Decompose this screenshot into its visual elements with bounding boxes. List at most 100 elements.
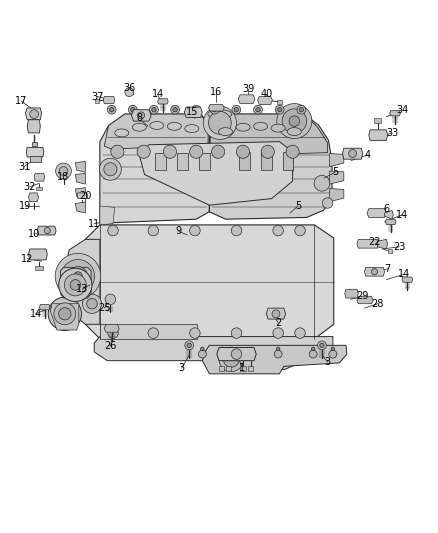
Circle shape [192,106,201,114]
Text: 40: 40 [260,90,272,99]
Polygon shape [103,96,115,103]
Bar [240,366,246,371]
Polygon shape [329,154,344,167]
Ellipse shape [150,122,164,130]
Ellipse shape [254,123,268,130]
Ellipse shape [236,123,250,131]
Polygon shape [104,114,208,149]
Polygon shape [357,239,379,248]
Polygon shape [385,219,396,224]
Polygon shape [385,211,393,219]
Circle shape [314,175,330,191]
Circle shape [237,145,250,158]
Circle shape [138,112,145,119]
Polygon shape [75,202,85,213]
Bar [95,99,99,103]
Circle shape [221,347,224,351]
Circle shape [110,108,114,112]
Circle shape [273,328,283,338]
Circle shape [87,298,97,309]
Circle shape [59,167,68,175]
Circle shape [61,260,95,293]
Polygon shape [25,108,42,120]
Circle shape [309,350,317,358]
Bar [30,156,41,162]
Polygon shape [239,152,250,170]
Text: 3: 3 [325,357,331,367]
Circle shape [219,347,244,372]
Circle shape [30,110,39,118]
Circle shape [274,350,282,358]
Text: 19: 19 [19,201,32,211]
Text: 2: 2 [275,318,281,328]
Circle shape [59,268,92,302]
Circle shape [286,145,299,158]
Circle shape [277,108,282,112]
Text: 31: 31 [18,161,30,172]
Bar [248,366,253,371]
Bar [388,249,392,253]
Polygon shape [345,289,358,298]
Text: 26: 26 [104,341,117,351]
Circle shape [208,111,231,134]
Circle shape [223,351,239,367]
Circle shape [329,350,337,358]
Polygon shape [343,148,363,159]
Text: 7: 7 [385,264,391,273]
Circle shape [212,108,217,112]
Circle shape [219,350,226,358]
Polygon shape [100,114,209,225]
Circle shape [254,106,262,114]
Circle shape [318,341,326,350]
Circle shape [231,328,242,338]
Text: 9: 9 [176,227,182,237]
Polygon shape [266,308,286,319]
Text: 18: 18 [57,172,70,182]
Circle shape [190,145,203,158]
Circle shape [194,108,198,112]
Circle shape [297,106,306,114]
Polygon shape [94,336,333,369]
Circle shape [231,225,242,236]
Circle shape [282,109,307,133]
Circle shape [64,274,86,296]
Bar [36,187,42,190]
Polygon shape [60,268,91,298]
Circle shape [331,347,335,351]
Polygon shape [390,110,400,116]
Circle shape [256,108,260,112]
Polygon shape [100,324,197,339]
Circle shape [295,328,305,338]
Polygon shape [27,120,40,133]
Circle shape [201,347,204,351]
Circle shape [277,103,312,139]
Circle shape [107,106,116,114]
Polygon shape [283,152,293,170]
Polygon shape [367,209,386,217]
Polygon shape [210,114,328,156]
Circle shape [59,308,71,320]
Text: 16: 16 [210,87,223,97]
Circle shape [56,163,71,179]
Text: 1: 1 [239,363,245,373]
Bar [277,100,282,103]
Ellipse shape [287,128,301,135]
Circle shape [54,303,76,325]
Polygon shape [85,225,334,339]
Circle shape [108,225,118,236]
Circle shape [261,145,274,158]
Circle shape [273,225,283,236]
Polygon shape [199,152,210,170]
Circle shape [111,145,124,158]
Bar [32,142,37,146]
Text: 32: 32 [24,182,36,192]
Polygon shape [50,304,79,330]
Text: 25: 25 [98,303,110,313]
Polygon shape [28,249,47,260]
Text: 5: 5 [332,167,338,177]
Text: 23: 23 [393,242,406,252]
Bar [226,366,231,371]
Circle shape [198,350,206,358]
Circle shape [234,108,238,112]
Circle shape [185,341,194,350]
